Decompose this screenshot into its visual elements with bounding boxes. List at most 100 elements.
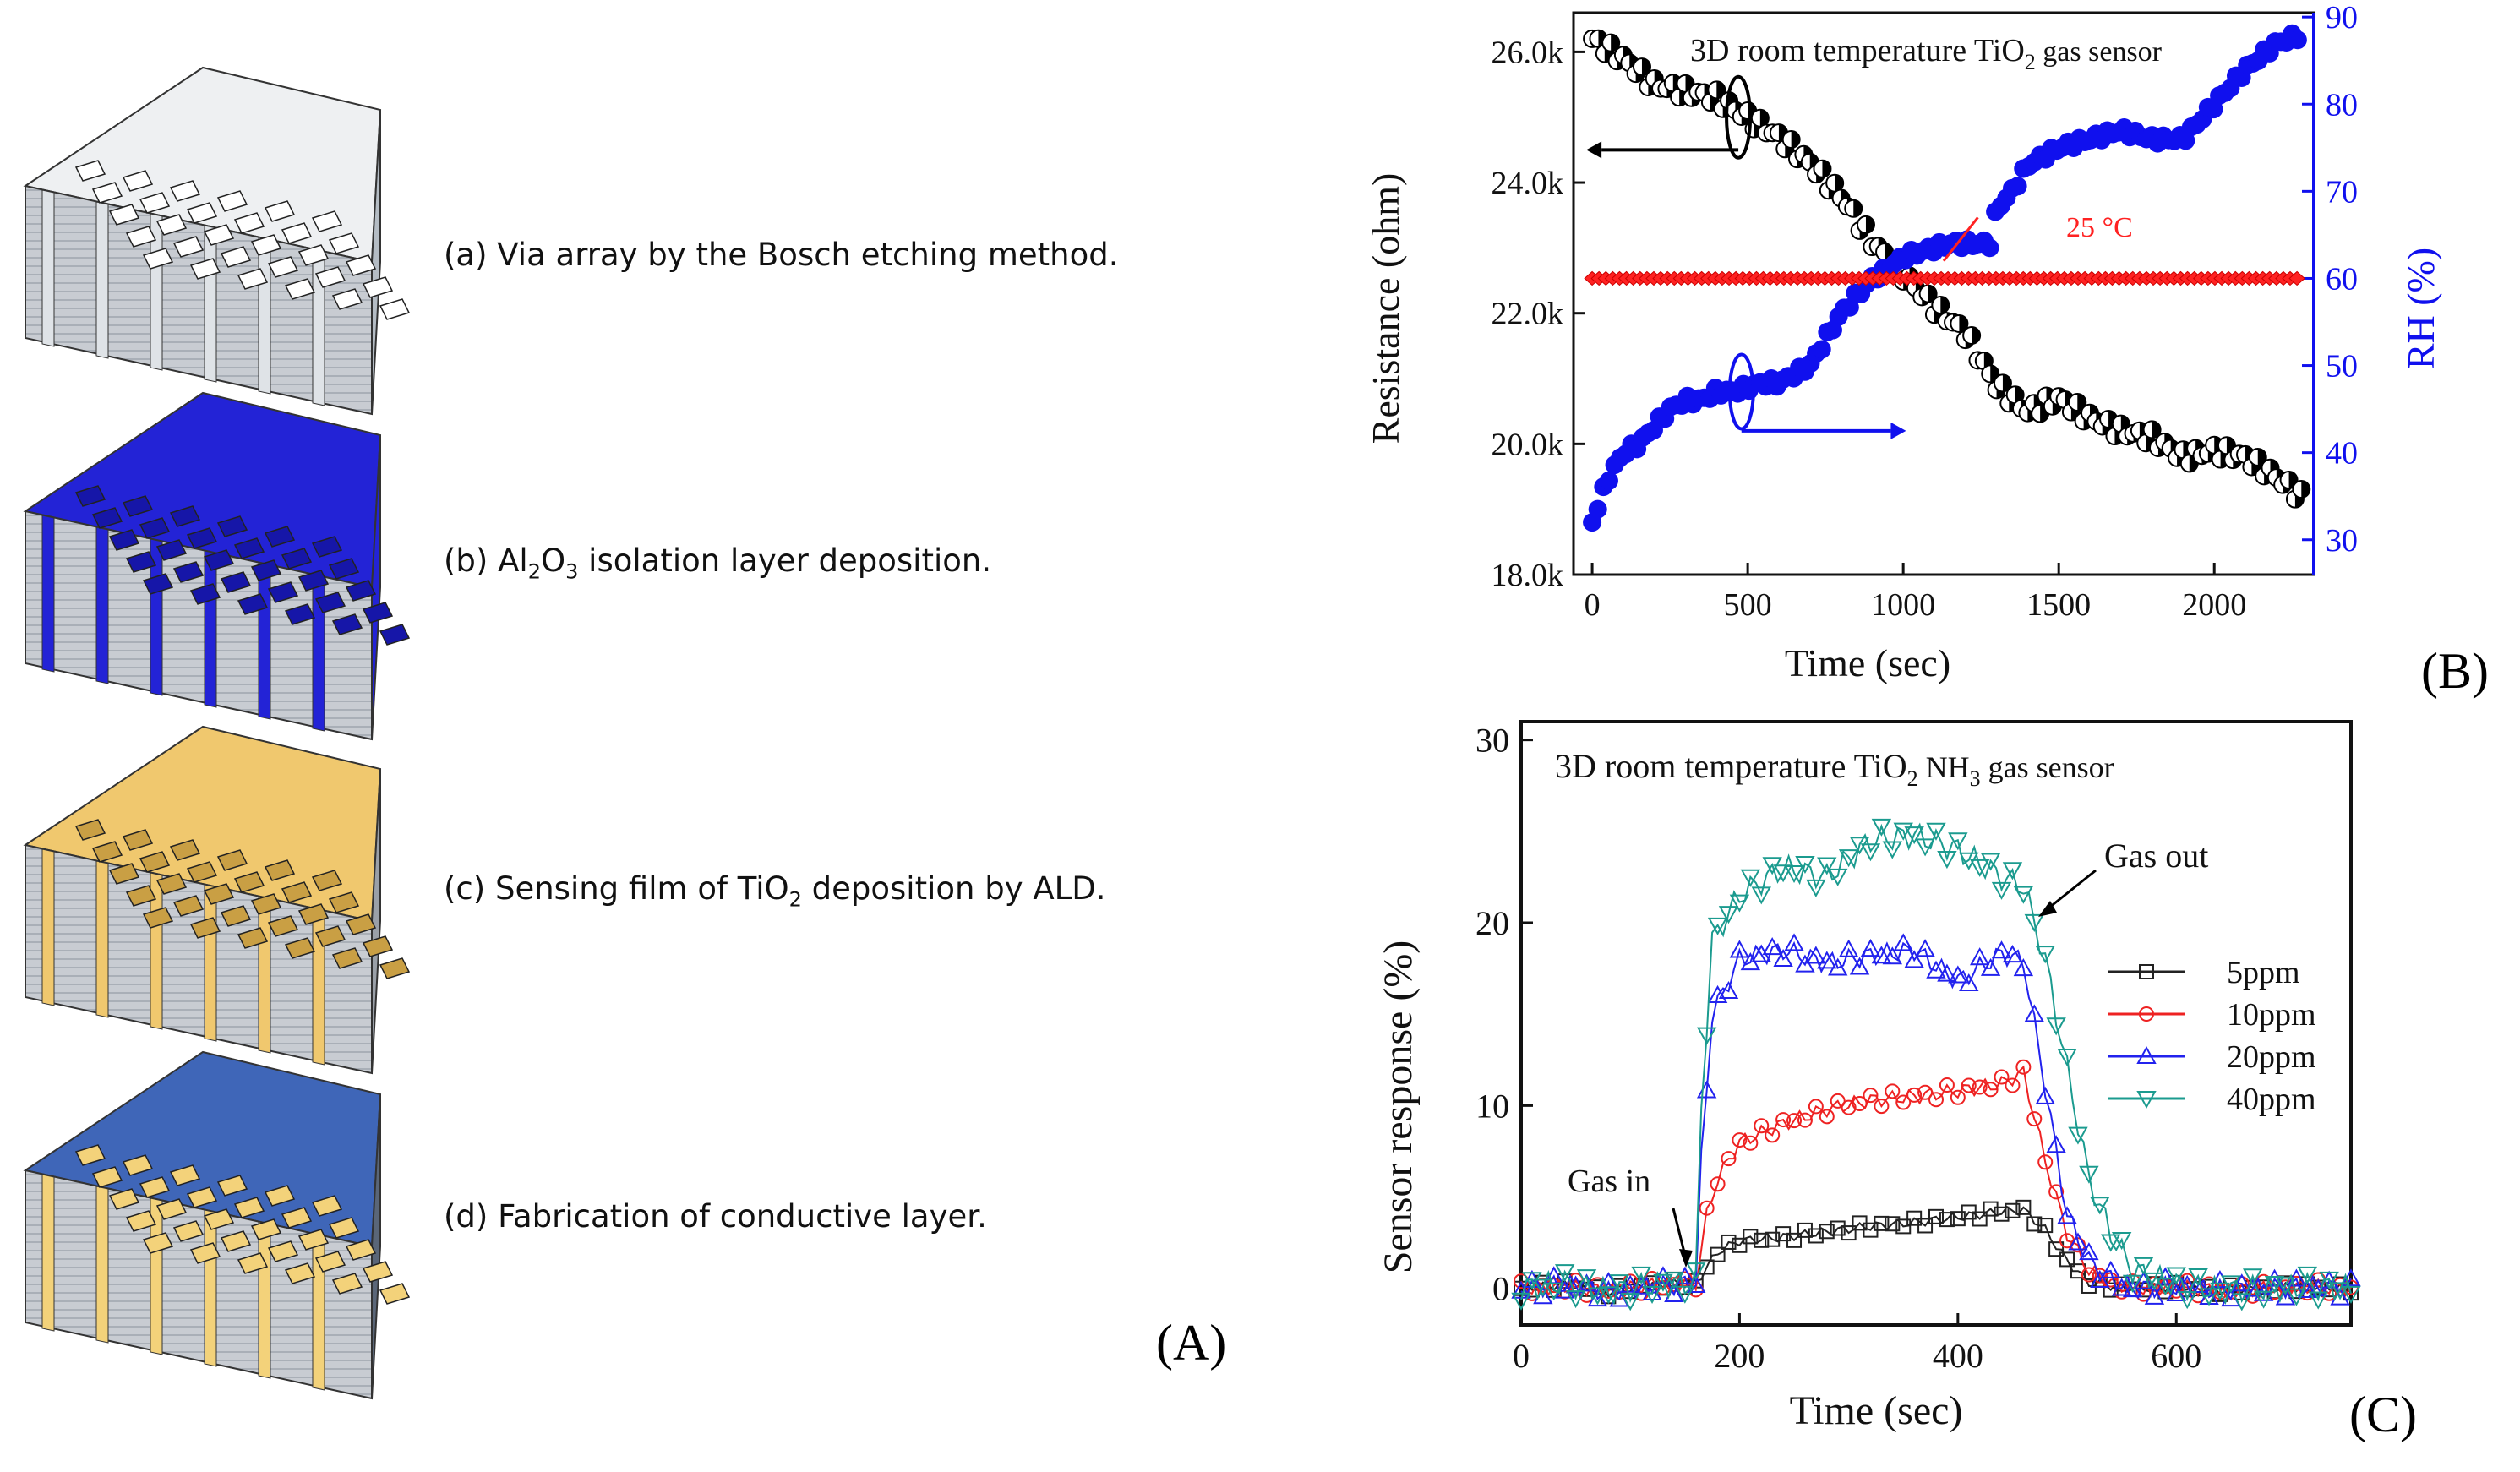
resistance-ellipse [1725,74,1753,160]
gas-in-label: Gas in [1568,1164,1650,1199]
data-point [2111,1278,2132,1296]
data-point [1926,960,1946,979]
data-point [1743,1229,1759,1245]
data-point [1928,1208,1944,1224]
data-point [1631,1266,1651,1284]
data-point [1983,1082,1999,1098]
data-point [2275,1277,2296,1295]
data-point [2243,1268,2263,1287]
data-point [2199,1288,2219,1306]
data-point [1972,1211,1988,1227]
data-point [1915,939,1935,957]
data-point [2319,1271,2339,1289]
data-point [1895,1218,1912,1235]
data-point [2188,1274,2208,1293]
data-point [2048,1184,2065,1200]
data-point [1852,1095,1868,1111]
data-point [2013,886,2034,904]
resistance-point-fill [1759,109,1769,127]
rh-point [1840,297,1859,317]
data-point [1729,940,1750,958]
data-point [2188,1268,2208,1287]
data-point [2232,1293,2252,1311]
data-point [1819,1109,1835,1125]
data-point [1885,1083,1901,1099]
data-point [1754,1232,1770,1248]
panel-a-letter: (A) [1156,1315,1227,1371]
data-point [1980,853,2001,871]
data-point [2002,862,2023,880]
conductive-block [23,1050,411,1400]
data-point [2002,945,2023,963]
data-point [2015,1199,2032,1215]
chart-c-ytick-label: 30 [1475,722,1509,760]
data-point [1817,857,1837,875]
data-point [2070,1263,2086,1279]
chart-b-ylabel-left: Resistance (ohm) [1364,173,1407,444]
resistance-point-fill [1972,327,1981,345]
chart-b-ytick-right-label: 60 [2326,261,2358,297]
rh-arrowhead [1890,422,1906,439]
temp-arrow [1942,216,1979,262]
data-point [1841,1099,1857,1115]
data-point [1874,1215,1890,1231]
data-point [1959,973,1979,992]
data-point [2068,1126,2088,1145]
data-point [1937,963,1957,982]
chart-b-ytick-right-label: 80 [2326,87,2358,123]
resistance-point-fill [2301,480,2310,498]
chart-c-ytick-label: 10 [1475,1087,1509,1125]
data-point [1849,837,1870,855]
gas-out-label: Gas out [2104,837,2208,875]
data-point [1915,838,1935,857]
data-point [2101,1260,2121,1278]
data-point [1917,1084,1934,1100]
rh-point [2288,30,2307,50]
data-point [1806,946,1826,964]
chart-c-xlabel: Time (sec) [1790,1388,1963,1433]
resistance-point-fill [2152,421,2161,439]
legend-label: 20ppm [2227,1039,2316,1075]
series-40ppm [1511,818,2361,1311]
tio2-block [23,725,411,1075]
chart-c-xtick-label: 200 [1714,1337,1765,1375]
data-point [1871,818,1892,837]
resistance-point-fill [1822,160,1831,177]
chart-c: 0 200 400 600 0 10 20 30 5ppm 10ppm 20ppm 40ppm 3D … [1376,720,2361,1433]
data-point [1751,886,1771,905]
chart-c-ytick-label: 0 [1492,1270,1509,1308]
data-point [1828,868,1848,886]
data-point [1786,1113,1803,1129]
legend-label: 40ppm [2227,1082,2316,1117]
chart-b-xtick-label: 500 [1724,587,1772,623]
data-point [1609,1274,1629,1293]
data-point [1980,957,2001,976]
data-point [1721,1151,1737,1167]
chart-b-ytick-right-label: 70 [2326,174,2358,210]
data-point [2253,1283,2274,1301]
data-point [2057,1206,2077,1224]
data-point [1773,948,1793,968]
data-point [1784,864,1804,884]
data-point [1895,1094,1912,1110]
data-point [2026,1111,2043,1127]
panel-b-letter: (B) [2421,643,2489,699]
data-point [1991,881,2012,900]
chart-c-xtick-label: 400 [1933,1337,1983,1375]
data-point [2037,1218,2054,1234]
data-point [1565,1290,1586,1309]
chart-b-ytick-right-label: 30 [2326,523,2358,559]
resistance-point-fill [1791,131,1800,149]
data-point [1860,843,1881,862]
data-point [2035,946,2055,964]
data-point [2341,1285,2361,1304]
data-point [1775,1112,1792,1128]
legend-label: 10ppm [2227,997,2316,1033]
data-point [2024,1004,2044,1022]
data-point [1838,849,1859,868]
data-point [1838,939,1859,957]
data-point [2068,1232,2088,1251]
data-point [2090,1269,2110,1288]
data-point [2166,1267,2186,1285]
data-point [1699,1259,1715,1275]
